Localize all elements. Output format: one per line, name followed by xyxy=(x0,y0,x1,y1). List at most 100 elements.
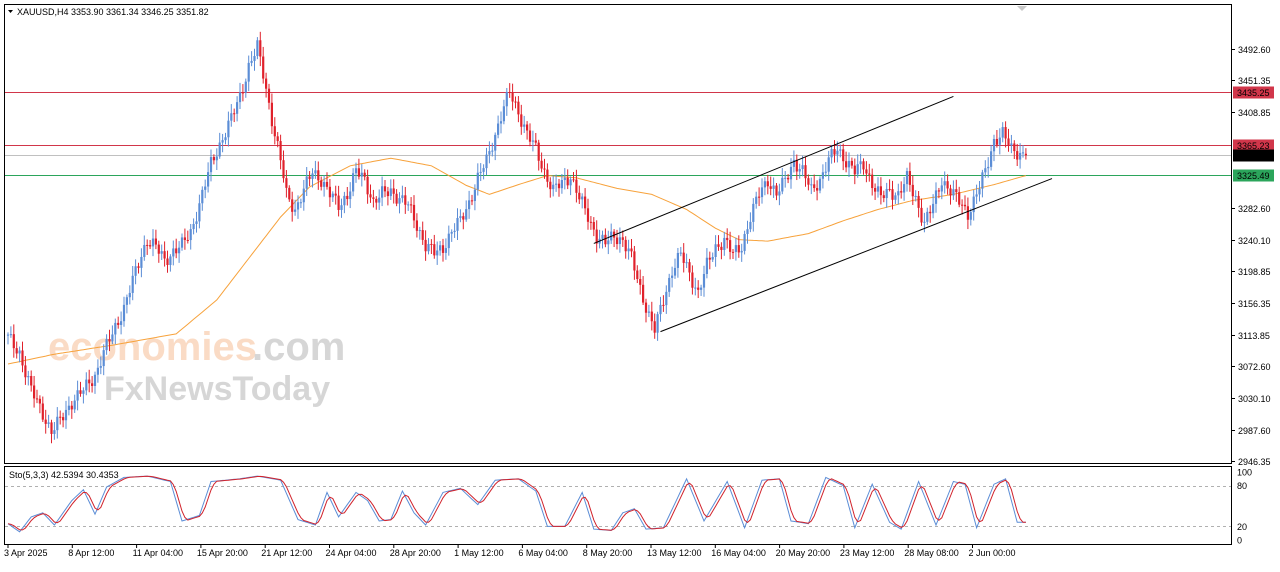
candle-bull xyxy=(85,379,88,391)
collapse-icon[interactable] xyxy=(1017,6,1027,11)
candle-bull xyxy=(934,190,938,204)
candle-bear xyxy=(586,208,590,222)
stochastic-panel[interactable] xyxy=(4,466,1232,545)
candle-bear xyxy=(589,221,592,223)
candle-bear xyxy=(146,244,149,246)
candle-bull xyxy=(323,181,326,187)
candle-bull xyxy=(207,172,210,187)
candle-bull xyxy=(198,203,201,222)
candle-bull xyxy=(76,390,79,401)
candle-bull xyxy=(560,180,563,189)
candle-bear xyxy=(795,159,798,172)
candle-bear xyxy=(758,196,761,198)
candle-bear xyxy=(865,169,868,174)
candle-bull xyxy=(784,177,787,179)
candle-bear xyxy=(183,237,186,240)
candle-bear xyxy=(528,130,532,142)
candle-bear xyxy=(804,165,807,179)
price-tag-label: 3351.82 xyxy=(1237,151,1270,161)
candle-bear xyxy=(592,221,595,230)
candle-bear xyxy=(621,237,624,240)
price-tick-label: 3072.60 xyxy=(1238,362,1271,372)
candle-bear xyxy=(328,186,331,198)
candle-bear xyxy=(363,172,366,177)
stoch-tick-label: 20 xyxy=(1237,522,1247,532)
candle-bull xyxy=(714,244,717,258)
symbol-header: XAUUSD,H4 3353.90 3361.34 3346.25 3351.8… xyxy=(17,7,209,17)
candle-bear xyxy=(186,239,189,241)
candle-bull xyxy=(914,195,917,197)
candle-bull xyxy=(331,193,334,198)
trendlines[interactable] xyxy=(593,95,1053,333)
watermark-brand-b: .com xyxy=(252,325,345,369)
price-tick-label: 3156.35 xyxy=(1238,299,1271,309)
candle-bear xyxy=(604,234,607,245)
candle-bull xyxy=(702,273,706,288)
candle-bear xyxy=(421,230,424,240)
candle-bull xyxy=(1021,152,1025,154)
candle-bull xyxy=(189,229,192,241)
trendline xyxy=(593,95,954,244)
candle-bull xyxy=(479,171,482,173)
dropdown-arrow-icon[interactable] xyxy=(8,10,13,13)
candle-bull xyxy=(569,179,572,186)
candle-bull xyxy=(125,297,128,305)
candle-bull xyxy=(476,172,479,190)
candle-bear xyxy=(708,257,711,260)
candle-bear xyxy=(30,376,33,386)
candle-bear xyxy=(520,114,523,127)
candle-bear xyxy=(357,168,360,177)
candle-bear xyxy=(267,88,271,103)
candle-bear xyxy=(961,204,964,206)
time-axis: 3 Apr 2025 8 Apr 12:00 11 Apr 04:00 15 Apr … xyxy=(4,544,1016,558)
candle-bull xyxy=(67,405,70,410)
candle-bull xyxy=(839,149,842,151)
time-tick-label: 28 Apr 20:00 xyxy=(390,548,441,558)
price-tick-label: 3113.85 xyxy=(1238,331,1270,341)
stoch-tick-label: 80 xyxy=(1237,481,1247,491)
candle-bear xyxy=(369,194,372,198)
watermark-brand-c: FxNewsToday xyxy=(104,370,330,408)
candle-bull xyxy=(824,171,827,173)
candle-bear xyxy=(157,244,160,254)
candle-bull xyxy=(378,197,381,203)
candle-bull xyxy=(178,247,181,254)
candle-bear xyxy=(59,416,62,418)
candle-bear xyxy=(334,193,337,196)
candle-bull xyxy=(952,189,955,196)
candle-bull xyxy=(740,250,743,253)
candle-bull xyxy=(810,184,813,186)
candle-bear xyxy=(862,161,865,170)
candle-bear xyxy=(137,266,140,268)
candle-bear xyxy=(546,169,549,182)
candle-bull xyxy=(752,203,755,222)
candle-bear xyxy=(737,245,740,253)
candle-bull xyxy=(427,243,430,252)
candle-bull xyxy=(847,160,851,168)
candle-bear xyxy=(441,245,445,253)
candle-bear xyxy=(91,383,94,386)
candle-bear xyxy=(958,192,961,205)
candle-bull xyxy=(972,196,975,213)
candle-bull xyxy=(143,244,146,257)
candle-bull xyxy=(444,248,447,253)
candle-bull xyxy=(984,168,987,173)
candle-bear xyxy=(392,188,395,194)
candle-bull xyxy=(354,168,358,174)
candle-bull xyxy=(134,266,137,276)
candle-bull xyxy=(82,390,85,394)
candle-bear xyxy=(320,180,323,187)
candle-bear xyxy=(636,270,639,280)
candle-bull xyxy=(56,416,59,431)
candle-bear xyxy=(871,174,874,189)
candle-bull xyxy=(856,164,859,175)
candle-bull xyxy=(760,187,764,198)
time-tick-label: 1 May 12:00 xyxy=(454,548,504,558)
candle-bear xyxy=(259,40,262,57)
time-tick-label: 24 Apr 04:00 xyxy=(326,548,377,558)
candle-bear xyxy=(50,422,53,434)
candle-bear xyxy=(813,184,816,189)
candle-bull xyxy=(250,60,253,63)
candle-bear xyxy=(642,284,645,303)
